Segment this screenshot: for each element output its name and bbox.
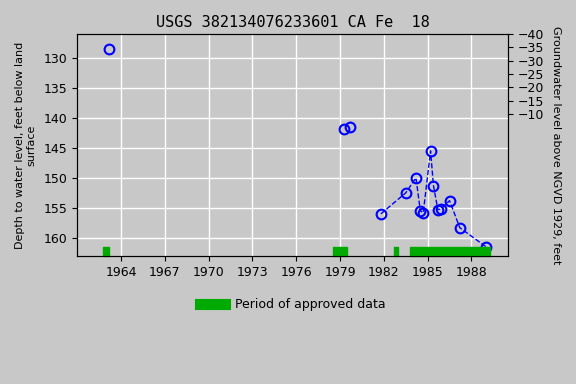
Title: USGS 382134076233601 CA Fe  18: USGS 382134076233601 CA Fe 18 <box>156 15 430 30</box>
Legend: Period of approved data: Period of approved data <box>195 293 391 316</box>
Y-axis label: Groundwater level above NGVD 1929, feet: Groundwater level above NGVD 1929, feet <box>551 26 561 264</box>
Y-axis label: Depth to water level, feet below land
surface: Depth to water level, feet below land su… <box>15 41 37 248</box>
